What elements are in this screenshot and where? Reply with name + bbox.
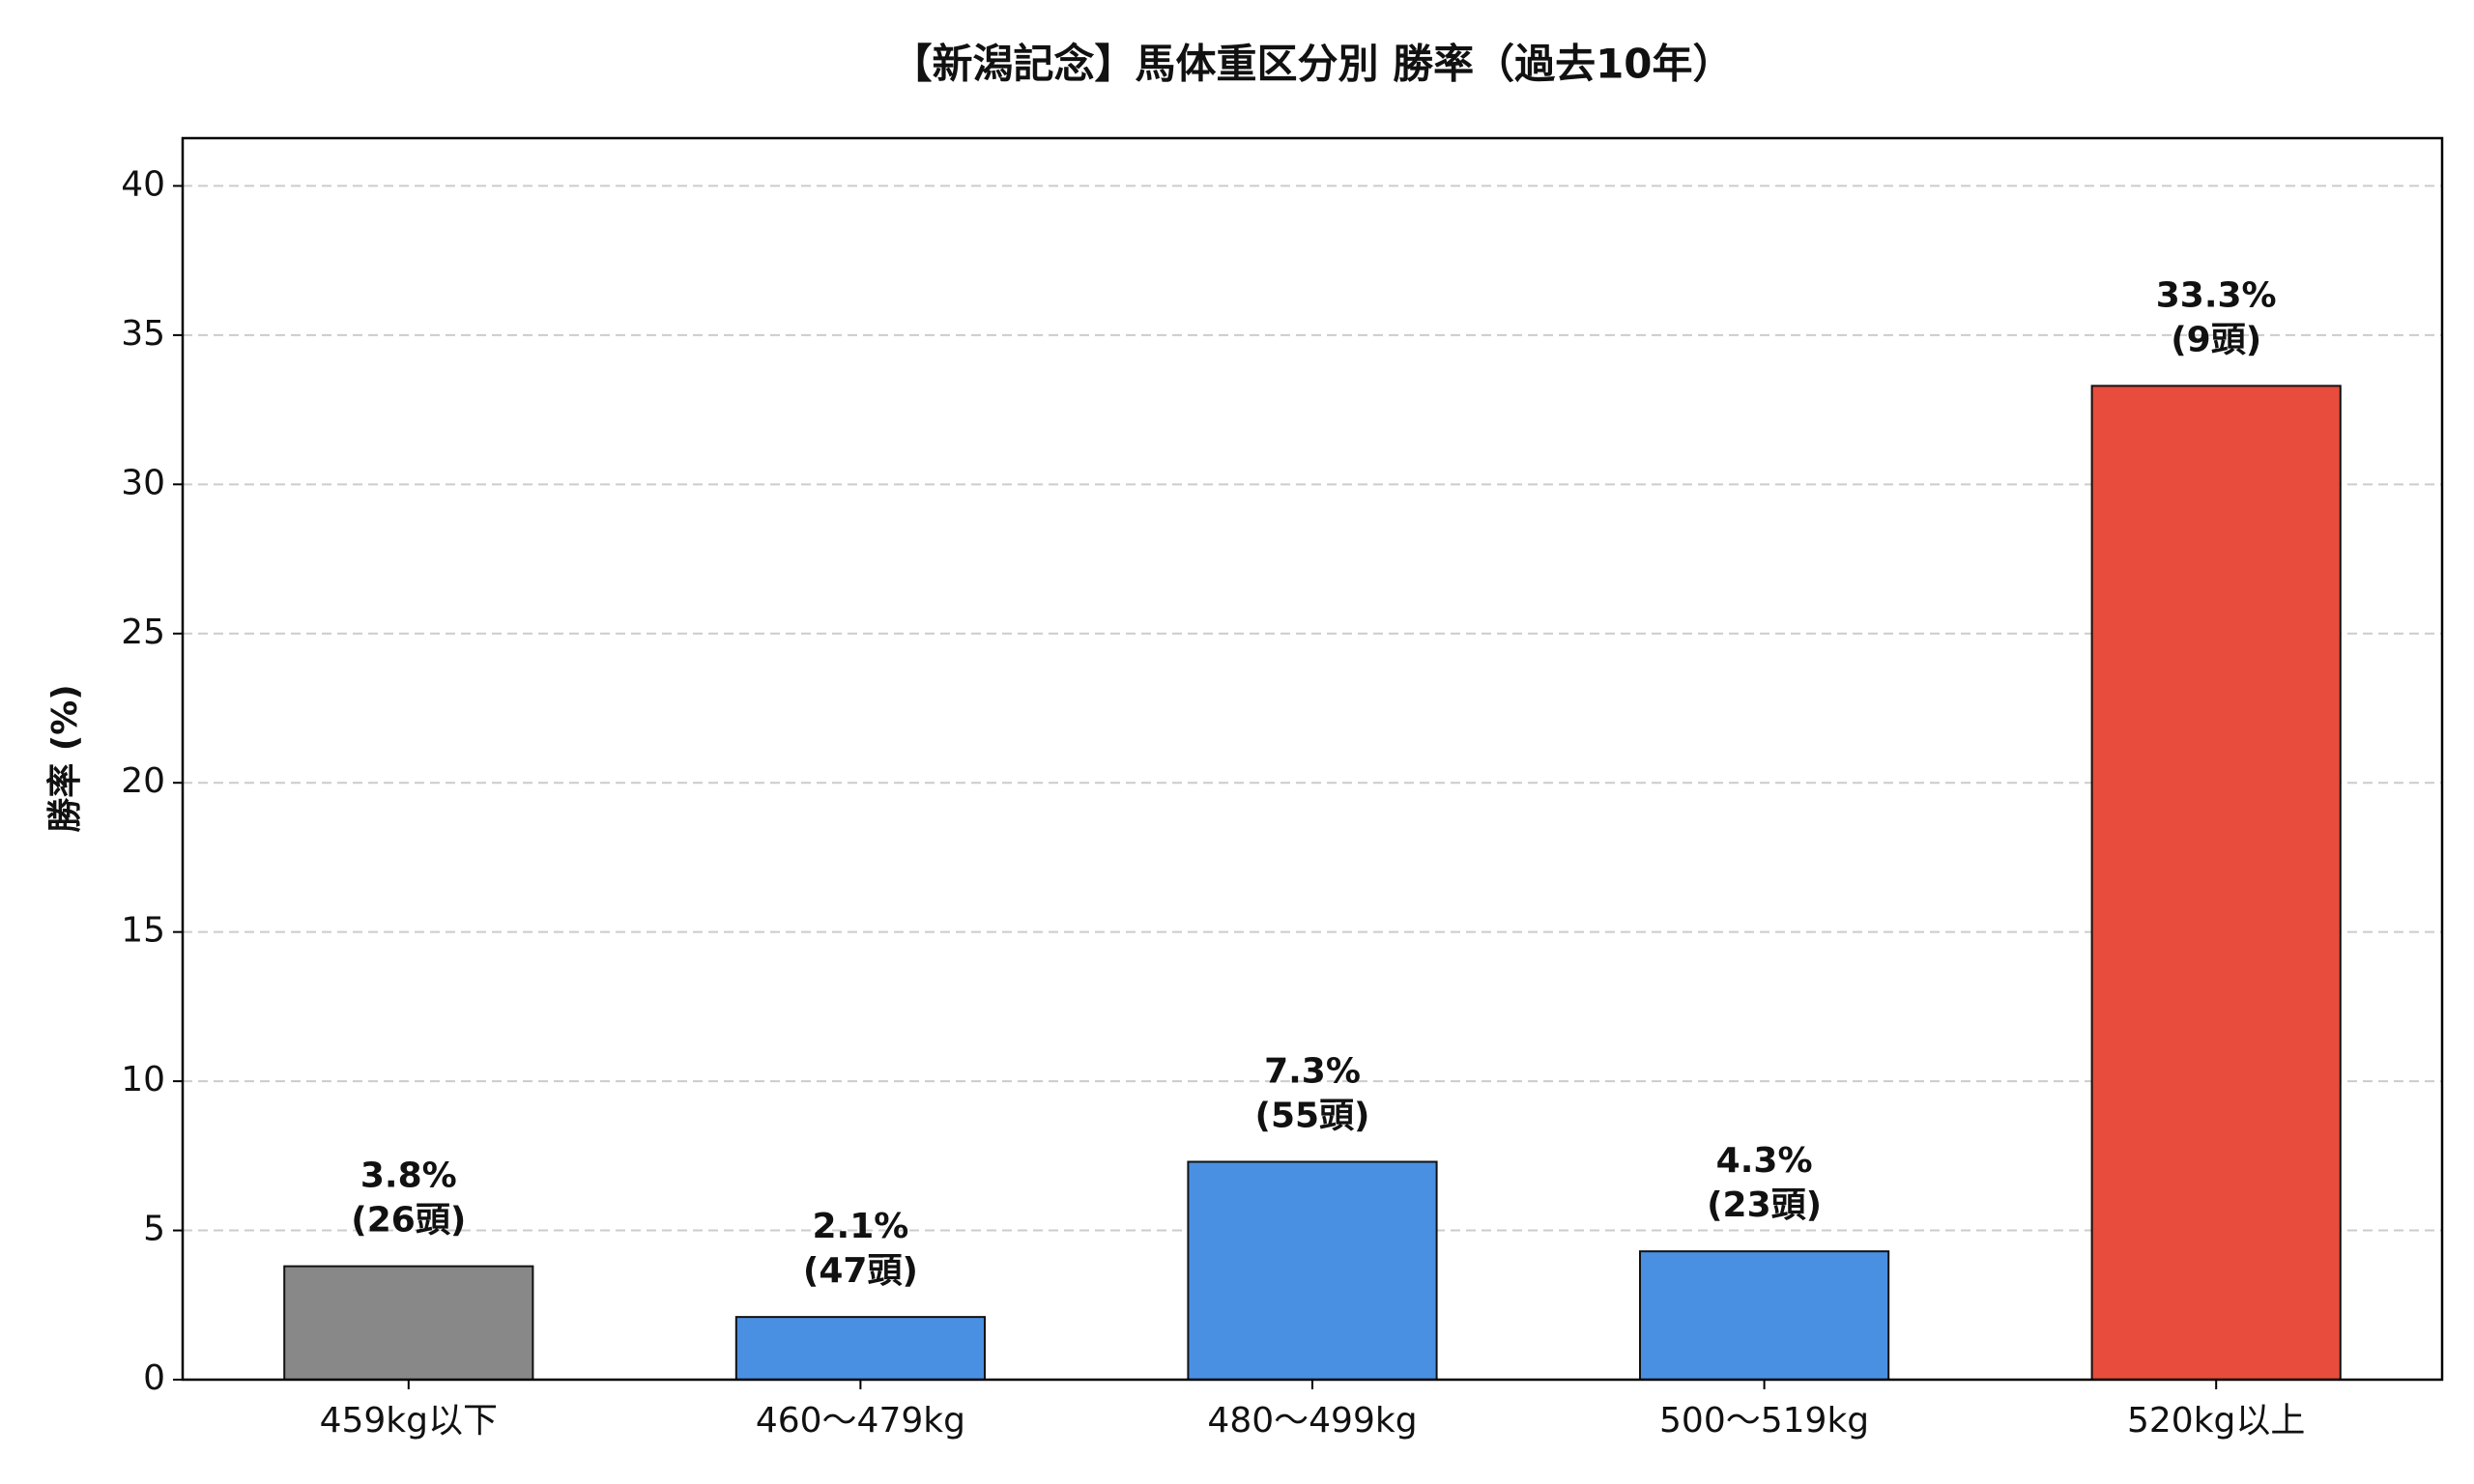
x-tick-label: 520kg以上 — [2127, 1401, 2305, 1441]
bar — [734, 1316, 986, 1381]
y-tick-label: 35 — [121, 314, 165, 354]
x-tick-label: 459kg以下 — [320, 1401, 498, 1441]
x-tick-label: 480～499kg — [1207, 1401, 1417, 1441]
y-tick-label: 15 — [121, 911, 165, 951]
y-tick-label: 40 — [121, 164, 165, 204]
y-tick-label: 5 — [143, 1210, 165, 1249]
bar — [1187, 1160, 1438, 1381]
value-label: 7.3% — [1264, 1052, 1361, 1092]
bar — [1639, 1250, 1890, 1382]
value-label: 4.3% — [1716, 1141, 1813, 1181]
value-label: 2.1% — [812, 1207, 908, 1246]
x-tick-label: 460～479kg — [756, 1401, 965, 1441]
y-tick-label: 30 — [121, 463, 165, 502]
y-tick-label: 10 — [121, 1060, 165, 1099]
bar — [2090, 385, 2342, 1381]
count-label: (26頭) — [351, 1201, 466, 1241]
y-tick-label: 25 — [121, 613, 165, 652]
plot-frame — [181, 136, 2444, 1382]
count-label: (23頭) — [1707, 1185, 1822, 1225]
y-tick-label: 20 — [121, 761, 165, 801]
count-label: (9頭) — [2171, 320, 2261, 359]
count-label: (55頭) — [1254, 1097, 1369, 1136]
y-tick-label: 0 — [143, 1358, 165, 1398]
chart-title: 【新潟記念】馬体重区分別 勝率（過去10年） — [891, 41, 1733, 88]
bar — [283, 1265, 534, 1382]
value-label: 33.3% — [2156, 275, 2277, 315]
y-axis-label: 勝率 (%) — [45, 684, 85, 833]
x-tick-label: 500～519kg — [1659, 1401, 1869, 1441]
value-label: 3.8% — [360, 1156, 457, 1196]
count-label: (47頭) — [803, 1251, 918, 1291]
